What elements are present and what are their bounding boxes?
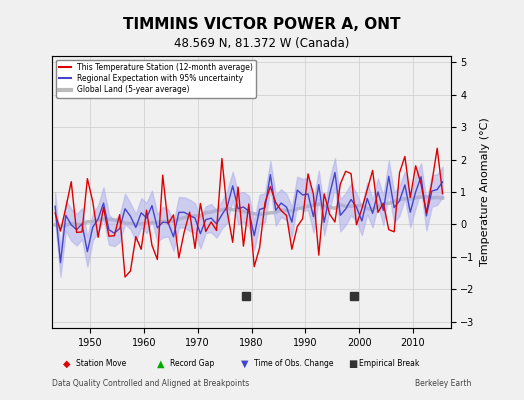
- Text: Record Gap: Record Gap: [170, 360, 214, 368]
- Text: 48.569 N, 81.372 W (Canada): 48.569 N, 81.372 W (Canada): [174, 37, 350, 50]
- Text: TIMMINS VICTOR POWER A, ONT: TIMMINS VICTOR POWER A, ONT: [123, 17, 401, 32]
- Text: ▼: ▼: [241, 359, 248, 369]
- Text: ▲: ▲: [157, 359, 165, 369]
- Y-axis label: Temperature Anomaly (°C): Temperature Anomaly (°C): [481, 118, 490, 266]
- Text: Station Move: Station Move: [76, 360, 126, 368]
- Text: Empirical Break: Empirical Break: [359, 360, 419, 368]
- Text: Data Quality Controlled and Aligned at Breakpoints: Data Quality Controlled and Aligned at B…: [52, 379, 249, 388]
- Text: ■: ■: [348, 359, 358, 369]
- Legend: This Temperature Station (12-month average), Regional Expectation with 95% uncer: This Temperature Station (12-month avera…: [56, 60, 256, 98]
- Text: Time of Obs. Change: Time of Obs. Change: [254, 360, 334, 368]
- Text: Berkeley Earth: Berkeley Earth: [415, 379, 472, 388]
- Text: ◆: ◆: [63, 359, 70, 369]
